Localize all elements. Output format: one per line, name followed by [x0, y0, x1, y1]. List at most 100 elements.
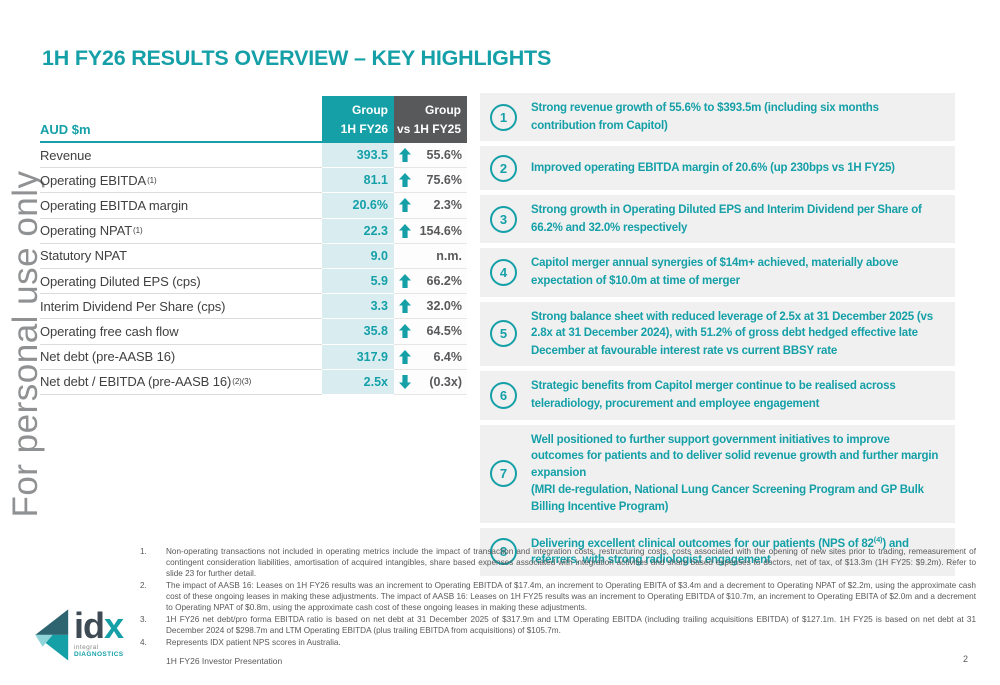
- highlight-text: Delivering excellent clinical outcomes f…: [531, 535, 942, 569]
- metric-change-cell: 55.6%: [394, 143, 467, 169]
- footnote-item: 1. Non-operating transactions not includ…: [140, 546, 976, 579]
- metric-label: Operating EBITDA margin: [40, 193, 322, 219]
- idx-logo-text: idx integral DIAGNOSTICS: [74, 607, 138, 659]
- highlight-item: 6 Strategic benefits from Capitol merger…: [480, 371, 955, 420]
- footnote-item: 2. The impact of AASB 16: Leases on 1H F…: [140, 580, 976, 613]
- metric-change-value: n.m.: [436, 248, 462, 263]
- table-body: Revenue 393.5 55.6% Operating EBITDA (1) …: [40, 143, 467, 395]
- highlight-text-segment: ) and referrers, with strong radiologist…: [531, 537, 909, 567]
- highlight-item: 1 Strong revenue growth of 55.6% to $393…: [480, 93, 955, 142]
- footnote-number: 2.: [140, 581, 147, 590]
- footnote-number: 4.: [140, 638, 147, 647]
- metric-label: Statutory NPAT: [40, 244, 322, 269]
- metric-label-text: Operating EBITDA: [40, 172, 147, 188]
- highlight-item: 5 Strong balance sheet with reduced leve…: [480, 301, 955, 367]
- column-header-group-vs-1hfy25: Group vs 1H FY25: [394, 96, 467, 143]
- highlight-text-segment: Strong growth in Operating Diluted EPS a…: [531, 204, 922, 234]
- page-number: 2: [962, 654, 968, 664]
- metric-change-cell: (0.3x): [394, 369, 467, 395]
- logo-tagline-diagnostics: DIAGNOSTICS: [74, 651, 124, 659]
- metric-change-value: 75.6%: [426, 173, 462, 188]
- metric-value-1hfy26: 5.9: [322, 268, 394, 295]
- highlight-number-badge: 6: [490, 381, 517, 409]
- highlight-number-badge: 3: [490, 205, 517, 233]
- column-header-line: Group: [425, 102, 461, 117]
- highlight-text-segment: Well positioned to further support gover…: [531, 433, 939, 514]
- metric-change-value: (0.3x): [429, 374, 462, 389]
- metric-label: Net debt / EBITDA (pre-AASB 16) (2)(3): [40, 370, 322, 395]
- metric-change-cell: n.m.: [394, 243, 467, 269]
- trend-arrow-icon: [399, 223, 412, 238]
- metric-change-value: 64.5%: [426, 324, 462, 339]
- footnote-reference: (4): [873, 534, 883, 544]
- metric-label-text: Net debt (pre-AASB 16): [40, 349, 176, 365]
- highlight-text: Improved operating EBITDA margin of 20.6…: [531, 159, 895, 177]
- logo-word-x: x: [104, 604, 124, 646]
- metric-label: Revenue: [40, 143, 322, 169]
- metric-change-cell: 154.6%: [394, 218, 467, 244]
- highlight-text: Strategic benefits from Capitol merger c…: [531, 378, 942, 412]
- highlight-number-badge: 2: [490, 154, 517, 182]
- trend-arrow-icon: [399, 374, 412, 389]
- page-title: 1H FY26 RESULTS OVERVIEW – KEY HIGHLIGHT…: [42, 46, 552, 70]
- metric-value-1hfy26: 2.5x: [322, 369, 394, 395]
- highlight-text: Strong balance sheet with reduced levera…: [531, 309, 942, 360]
- metric-value-1hfy26: 393.5: [322, 143, 394, 169]
- highlight-number-badge: 1: [490, 103, 517, 131]
- metric-change-cell: 32.0%: [394, 294, 467, 320]
- table-row: Interim Dividend Per Share (cps) 3.3 32.…: [40, 294, 467, 320]
- highlight-text-segment: Strategic benefits from Capitol merger c…: [531, 380, 896, 410]
- column-header-line: Group: [352, 102, 388, 117]
- column-header-line: vs 1H FY25: [396, 121, 461, 136]
- results-table: AUD $m Group 1H FY26 Group vs 1H FY25 Re…: [40, 96, 467, 395]
- trend-arrow-icon: [399, 324, 412, 339]
- metric-value-1hfy26: 3.3: [322, 294, 394, 320]
- metric-label-text: Operating NPAT: [40, 223, 133, 239]
- highlight-number-badge: 5: [490, 320, 517, 348]
- footnote-reference: (2)(3): [232, 377, 252, 387]
- highlight-item: 2 Improved operating EBITDA margin of 20…: [480, 146, 955, 191]
- metric-change-cell: 75.6%: [394, 168, 467, 194]
- metric-change-value: 66.2%: [426, 274, 462, 289]
- metric-label: Operating EBITDA (1): [40, 168, 322, 194]
- highlight-item: 3 Strong growth in Operating Diluted EPS…: [480, 195, 955, 244]
- metric-value-1hfy26: 9.0: [322, 243, 394, 269]
- highlight-text: Strong revenue growth of 55.6% to $393.5…: [531, 100, 942, 134]
- highlight-number-badge: 7: [490, 460, 517, 488]
- trend-arrow-icon: [399, 148, 412, 163]
- footnote-number: 3.: [140, 615, 147, 624]
- metric-value-1hfy26: 35.8: [322, 319, 394, 345]
- column-header-line: 1H FY26: [340, 121, 388, 136]
- table-row: Operating Diluted EPS (cps) 5.9 66.2%: [40, 268, 467, 295]
- metric-change-cell: 66.2%: [394, 268, 467, 295]
- metric-value-1hfy26: 317.9: [322, 344, 394, 370]
- metric-value-1hfy26: 22.3: [322, 218, 394, 244]
- footnote-text: 1H FY26 net debt/pro forma EBITDA ratio …: [166, 615, 976, 635]
- highlight-item: 8 Delivering excellent clinical outcomes…: [480, 527, 955, 576]
- metric-change-value: 2.3%: [433, 198, 463, 213]
- table-header-row: AUD $m Group 1H FY26 Group vs 1H FY25: [40, 96, 467, 143]
- metric-label: Interim Dividend Per Share (cps): [40, 294, 322, 320]
- table-row: Statutory NPAT 9.0 n.m.: [40, 243, 467, 269]
- metric-change-value: 55.6%: [426, 148, 462, 163]
- metric-change-value: 154.6%: [419, 223, 462, 238]
- metric-value-1hfy26: 81.1: [322, 168, 394, 194]
- footnote-text: Non-operating transactions not included …: [166, 547, 976, 578]
- metric-change-cell: 6.4%: [394, 344, 467, 370]
- column-header-group-1hfy26: Group 1H FY26: [322, 96, 394, 143]
- trend-arrow-icon: [399, 299, 412, 314]
- highlight-item: 7 Well positioned to further support gov…: [480, 424, 955, 523]
- metric-value-1hfy26: 20.6%: [322, 193, 394, 219]
- highlight-text: Strong growth in Operating Diluted EPS a…: [531, 202, 942, 236]
- logo-word-id: id: [74, 604, 105, 646]
- footnote-reference: (1): [147, 175, 157, 185]
- highlight-item: 4 Capitol merger annual synergies of $14…: [480, 248, 955, 297]
- footnote-number: 1.: [140, 547, 147, 556]
- highlight-text-segment: Strong revenue growth of 55.6% to $393.5…: [531, 102, 879, 132]
- metric-label-text: Net debt / EBITDA (pre-AASB 16): [40, 374, 232, 390]
- trend-arrow-icon: [399, 274, 412, 289]
- trend-arrow-icon: [399, 349, 412, 364]
- footnote-item: 3. 1H FY26 net debt/pro forma EBITDA rat…: [140, 614, 976, 636]
- highlight-text-segment: Improved operating EBITDA margin of 20.6…: [531, 162, 895, 175]
- table-row: Operating EBITDA margin 20.6% 2.3%: [40, 193, 467, 219]
